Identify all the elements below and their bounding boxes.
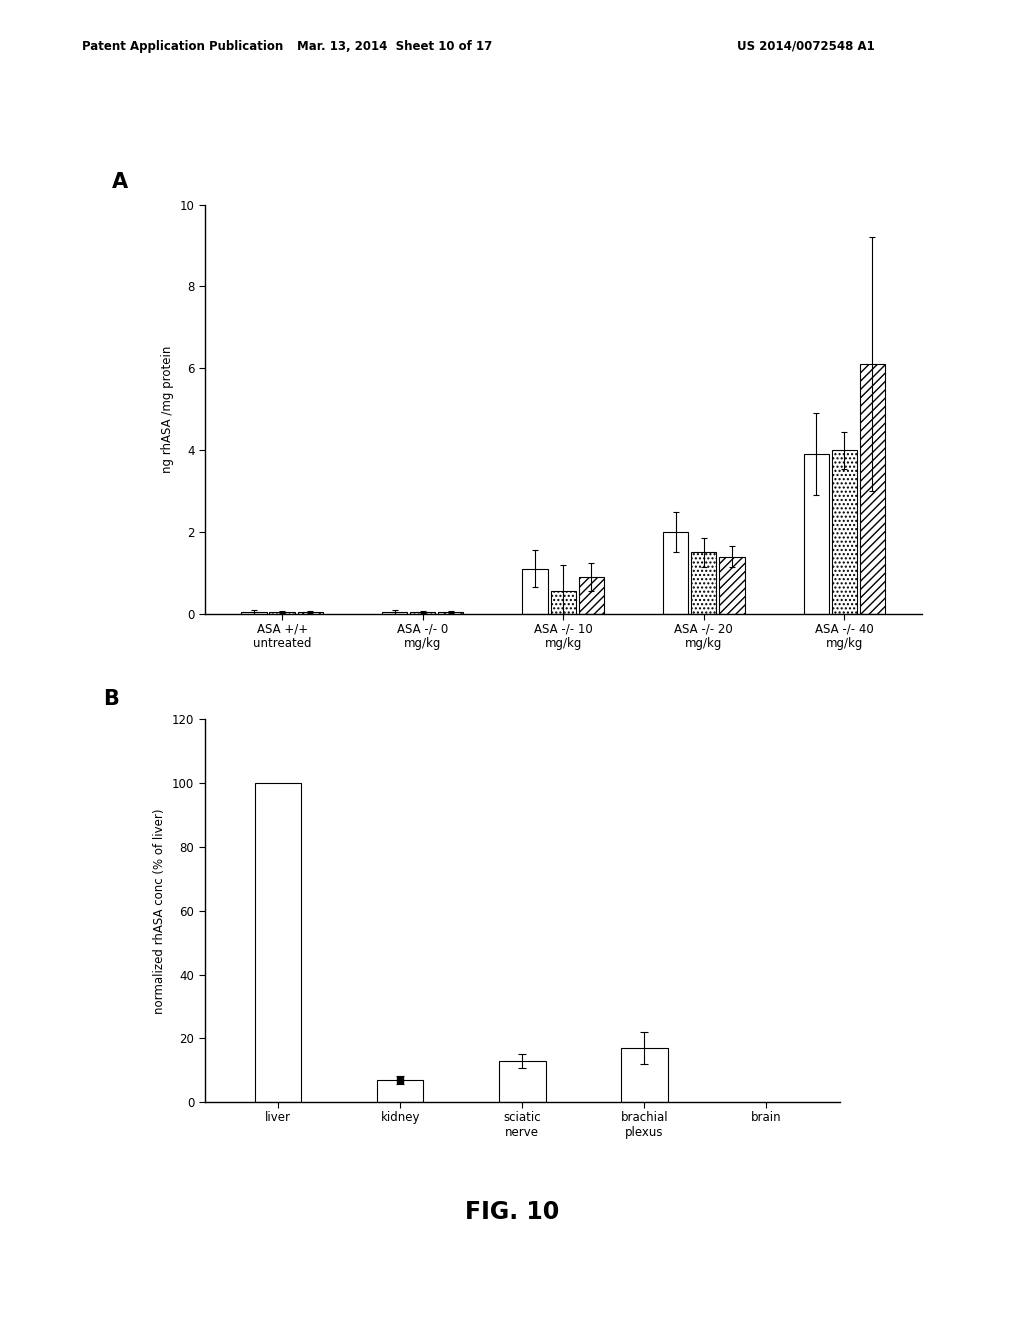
Bar — [831, 450, 857, 614]
Bar — [255, 783, 301, 1102]
Bar — [410, 611, 435, 614]
Text: A: A — [112, 172, 128, 191]
Text: B: B — [103, 689, 119, 709]
Bar — [804, 454, 828, 614]
Bar — [719, 557, 744, 614]
Bar — [298, 611, 323, 614]
Bar — [382, 611, 408, 614]
Bar — [377, 1080, 424, 1102]
Text: Mar. 13, 2014  Sheet 10 of 17: Mar. 13, 2014 Sheet 10 of 17 — [297, 40, 492, 53]
Bar — [242, 611, 266, 614]
Text: US 2014/0072548 A1: US 2014/0072548 A1 — [737, 40, 876, 53]
Bar — [269, 611, 295, 614]
Bar — [438, 611, 464, 614]
Bar — [522, 569, 548, 614]
Bar — [499, 1061, 546, 1102]
Bar — [579, 577, 604, 614]
Bar — [621, 1048, 668, 1102]
Text: Patent Application Publication: Patent Application Publication — [82, 40, 284, 53]
Bar — [663, 532, 688, 614]
Bar — [691, 552, 717, 614]
Text: FIG. 10: FIG. 10 — [465, 1200, 559, 1224]
Bar — [860, 364, 885, 614]
Bar — [551, 591, 575, 614]
Y-axis label: normalized rhASA conc (% of liver): normalized rhASA conc (% of liver) — [154, 808, 167, 1014]
Y-axis label: ng rhASA /mg protein: ng rhASA /mg protein — [161, 346, 174, 473]
